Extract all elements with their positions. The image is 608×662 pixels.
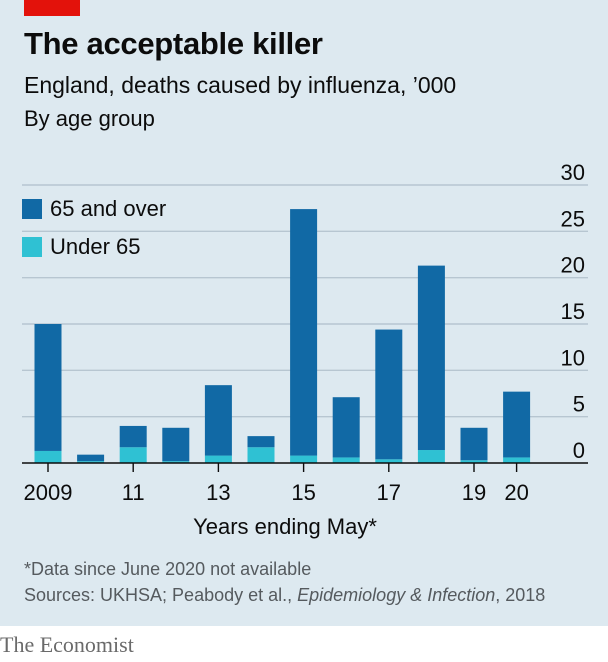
legend-label-65-and-over: 65 and over <box>50 196 167 221</box>
source-prefix: Sources: UKHSA; Peabody et al., <box>24 585 298 605</box>
x-tick-label-11: 11 <box>122 480 145 505</box>
bar-under-65-11 <box>119 447 147 463</box>
bar-65-and-over-18 <box>417 265 445 451</box>
bar-under-65-19 <box>460 460 488 463</box>
chart-subtitle: England, deaths caused by influenza, ’00… <box>24 72 457 98</box>
y-tick-label-20: 20 <box>561 253 585 278</box>
x-tick-label-2009: 2009 <box>24 480 73 505</box>
y-tick-label-5: 5 <box>573 392 585 417</box>
x-tick-label-19: 19 <box>462 480 486 505</box>
bar-65-and-over-16 <box>332 397 360 458</box>
bar-under-65-17 <box>375 459 403 463</box>
footnote: *Data since June 2020 not available <box>24 559 312 579</box>
bar-under-65-14 <box>247 447 275 463</box>
source-journal: Epidemiology & Infection <box>297 585 496 605</box>
economist-wordmark: The Economist <box>0 632 134 657</box>
bar-65-and-over-12 <box>162 427 190 462</box>
x-tick-label-13: 13 <box>206 480 230 505</box>
chart-title: The acceptable killer <box>24 26 323 61</box>
bar-65-and-over-19 <box>460 427 488 461</box>
legend-swatch-65-and-over <box>22 199 42 219</box>
bar-65-and-over-13 <box>204 385 232 456</box>
y-tick-label-25: 25 <box>561 206 585 231</box>
chart-panel: The acceptable killer England, deaths ca… <box>0 0 608 626</box>
bar-65-and-over-2009 <box>34 324 62 451</box>
legend-swatch-under-65 <box>22 237 42 257</box>
x-tick-label-20: 20 <box>504 480 528 505</box>
bar-65-and-over-14 <box>247 436 275 448</box>
x-tick-label-15: 15 <box>291 480 315 505</box>
legend-label-under-65: Under 65 <box>50 234 141 259</box>
bar-under-65-12 <box>162 461 190 463</box>
bar-under-65-18 <box>417 450 445 463</box>
chart-subsubtitle: By age group <box>24 106 155 131</box>
legend-item-65-and-over: 65 and over <box>22 196 166 222</box>
brand-red-tag <box>24 0 80 16</box>
y-tick-label-10: 10 <box>561 345 585 370</box>
x-tick-label-17: 17 <box>377 480 401 505</box>
bar-under-65-10 <box>77 461 105 463</box>
bar-65-and-over-17 <box>375 329 403 460</box>
legend-item-under-65: Under 65 <box>22 234 141 260</box>
y-tick-label-0: 0 <box>573 438 585 463</box>
source-line: Sources: UKHSA; Peabody et al., Epidemio… <box>24 585 545 606</box>
bar-under-65-16 <box>332 457 360 463</box>
x-axis-label: Years ending May* <box>193 514 377 539</box>
bar-65-and-over-10 <box>77 454 105 462</box>
bar-under-65-15 <box>290 455 318 463</box>
bar-65-and-over-15 <box>290 209 318 456</box>
bar-under-65-2009 <box>34 450 62 463</box>
bar-under-65-20 <box>503 457 531 463</box>
bar-65-and-over-11 <box>119 425 147 448</box>
bar-under-65-13 <box>204 455 232 463</box>
y-tick-label-15: 15 <box>561 299 585 324</box>
bar-65-and-over-20 <box>503 391 531 458</box>
bar-chart: 0 5 10 15 20 25 30 2009 11 13 15 17 19 20 <box>22 160 588 505</box>
source-suffix: , 2018 <box>495 585 546 605</box>
y-tick-label-30: 30 <box>561 160 585 185</box>
